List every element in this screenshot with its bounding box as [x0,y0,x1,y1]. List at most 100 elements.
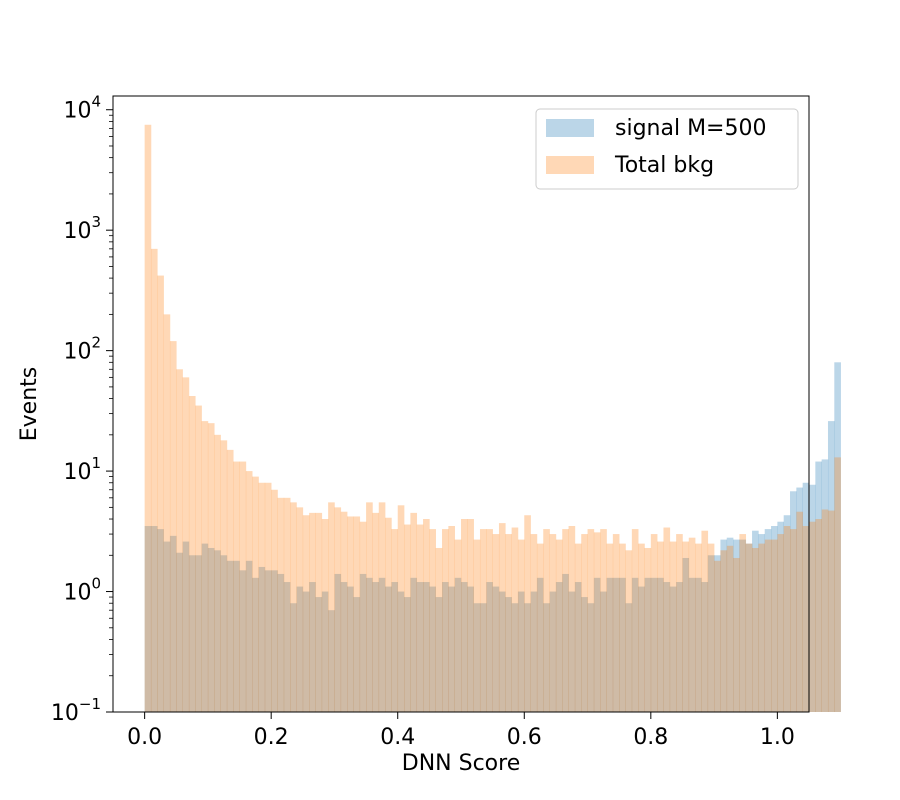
histogram-bar [568,526,576,712]
axes: 0.0 0.2 0.4 0.6 0.8 1.0 10−1 100 101 102 103 104 [51,93,810,750]
legend-swatch [546,156,594,174]
histogram-bar [511,603,519,712]
histogram-bar [264,482,272,712]
histogram-bar [486,582,493,712]
histogram-bar [619,543,626,712]
histogram-bar [517,539,525,712]
histogram-bar [574,543,582,712]
histogram-bar [264,570,272,712]
histogram-bar [397,505,405,712]
histogram-bar [435,547,443,712]
histogram-bar [283,582,291,712]
histogram-bar [410,512,418,712]
histogram-bar [745,543,753,712]
histogram-bar [809,521,816,712]
y-tick-label: 103 [63,213,101,244]
histogram-bar [790,529,797,712]
histogram-bar [461,519,468,712]
histogram-bar [169,341,177,712]
histogram-bar [448,526,455,712]
histogram-bar [201,543,209,712]
histogram-bar [726,537,734,712]
histogram-bar [511,527,519,712]
histogram-bar [340,582,348,712]
histogram-bar [176,369,183,712]
histogram-bar [726,545,734,712]
legend-box [535,108,799,190]
histogram-bar [442,529,449,712]
histogram-bar [492,586,500,712]
histogram-bar [650,577,658,712]
histogram-bar [676,582,683,712]
histogram-bar [188,396,196,712]
histogram-bar [144,124,152,712]
histogram-bar [492,534,500,712]
histogram-bar [429,586,436,712]
histogram-bar [429,529,436,712]
histogram-bar [758,534,766,712]
legend-label: signal M=500 [615,116,766,141]
histogram-bar [195,405,202,712]
histogram-bar [701,582,709,712]
histogram-bar [454,539,462,712]
histogram-bar [391,529,399,712]
histogram-bar [827,421,835,712]
x-tick-label: 0.4 [380,725,415,750]
histogram-bar [296,586,304,712]
histogram-bar [663,527,671,712]
histogram-bar [334,573,342,712]
x-tick-label: 0.0 [127,725,162,750]
histogram-bar [555,582,563,712]
histogram-bar [410,577,418,712]
histogram-bar [682,557,690,712]
histogram-bar [663,582,671,712]
histogram-bar [201,421,209,712]
histogram-bar [321,591,329,712]
histogram-bar [448,586,455,712]
series-0 [144,362,841,712]
histogram-bar [783,515,791,712]
histogram-bar [150,248,158,712]
histogram-bar [505,534,512,712]
histogram-bar [612,577,620,712]
histogram-bar [467,586,474,712]
histogram-bar [530,534,538,712]
histogram-bar [157,529,164,712]
histogram-bar [328,502,335,712]
x-tick-label: 0.2 [254,725,289,750]
histogram-bar [530,591,538,712]
histogram-bar [195,555,202,712]
histogram-bar [758,543,766,712]
histogram-bar [347,516,354,712]
histogram-bar [771,526,778,712]
histogram-bar [771,539,778,712]
histogram-bar [657,577,664,712]
histogram-bar [315,597,323,712]
histogram-bar [423,582,430,712]
histogram-bar [524,603,531,712]
histogram-bar [562,529,569,712]
histogram-bar [391,582,399,712]
histogram-bar [378,577,386,712]
histogram-bar [802,526,810,712]
histogram-bar [834,362,841,712]
histogram-bar [752,547,759,712]
histogram-bar [543,529,550,712]
histogram-bar [239,570,247,712]
histogram-bar [423,519,430,712]
histogram-bar [777,534,784,712]
histogram-bar [562,573,569,712]
histogram-bar [821,459,829,712]
histogram-bar [827,510,835,712]
x-tick-label: 1.0 [760,725,795,750]
histogram-bar [593,577,601,712]
histogram-bar [720,550,728,712]
histogram-bar [619,577,626,712]
histogram-bar [733,539,740,712]
y-tick-label: 100 [63,575,101,606]
histogram-bar [473,603,481,712]
histogram-bar [644,577,652,712]
histogram-bar [340,511,348,712]
histogram-bar [473,539,481,712]
y-axis-label: Events [17,367,42,442]
